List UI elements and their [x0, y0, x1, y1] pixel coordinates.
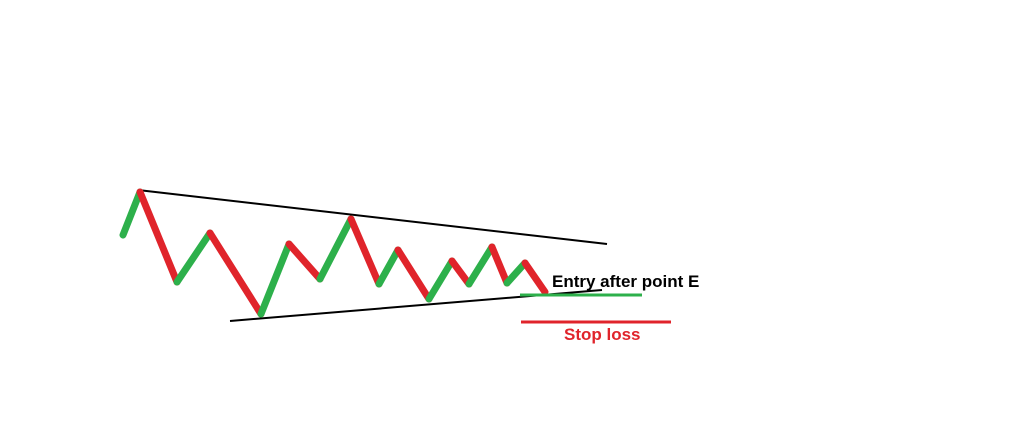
- down-leg: [206, 229, 265, 318]
- trendlines: [137, 189, 608, 322]
- down-leg: [394, 246, 433, 303]
- price-path: [119, 188, 549, 318]
- up-leg: [173, 229, 214, 286]
- down-leg: [285, 240, 324, 283]
- entry-label: Entry after point E: [552, 272, 699, 291]
- up-leg: [425, 257, 456, 303]
- upper-trendline: [137, 189, 608, 245]
- up-leg: [257, 240, 293, 318]
- down-leg: [448, 257, 473, 288]
- up-leg: [375, 246, 402, 288]
- up-leg: [503, 259, 529, 287]
- up-leg: [119, 188, 144, 239]
- up-leg: [465, 243, 496, 288]
- down-leg: [347, 215, 383, 288]
- down-leg: [488, 243, 511, 287]
- up-leg: [316, 215, 355, 283]
- stop-loss-label: Stop loss: [564, 325, 641, 344]
- down-leg: [136, 188, 181, 286]
- down-leg: [521, 259, 549, 296]
